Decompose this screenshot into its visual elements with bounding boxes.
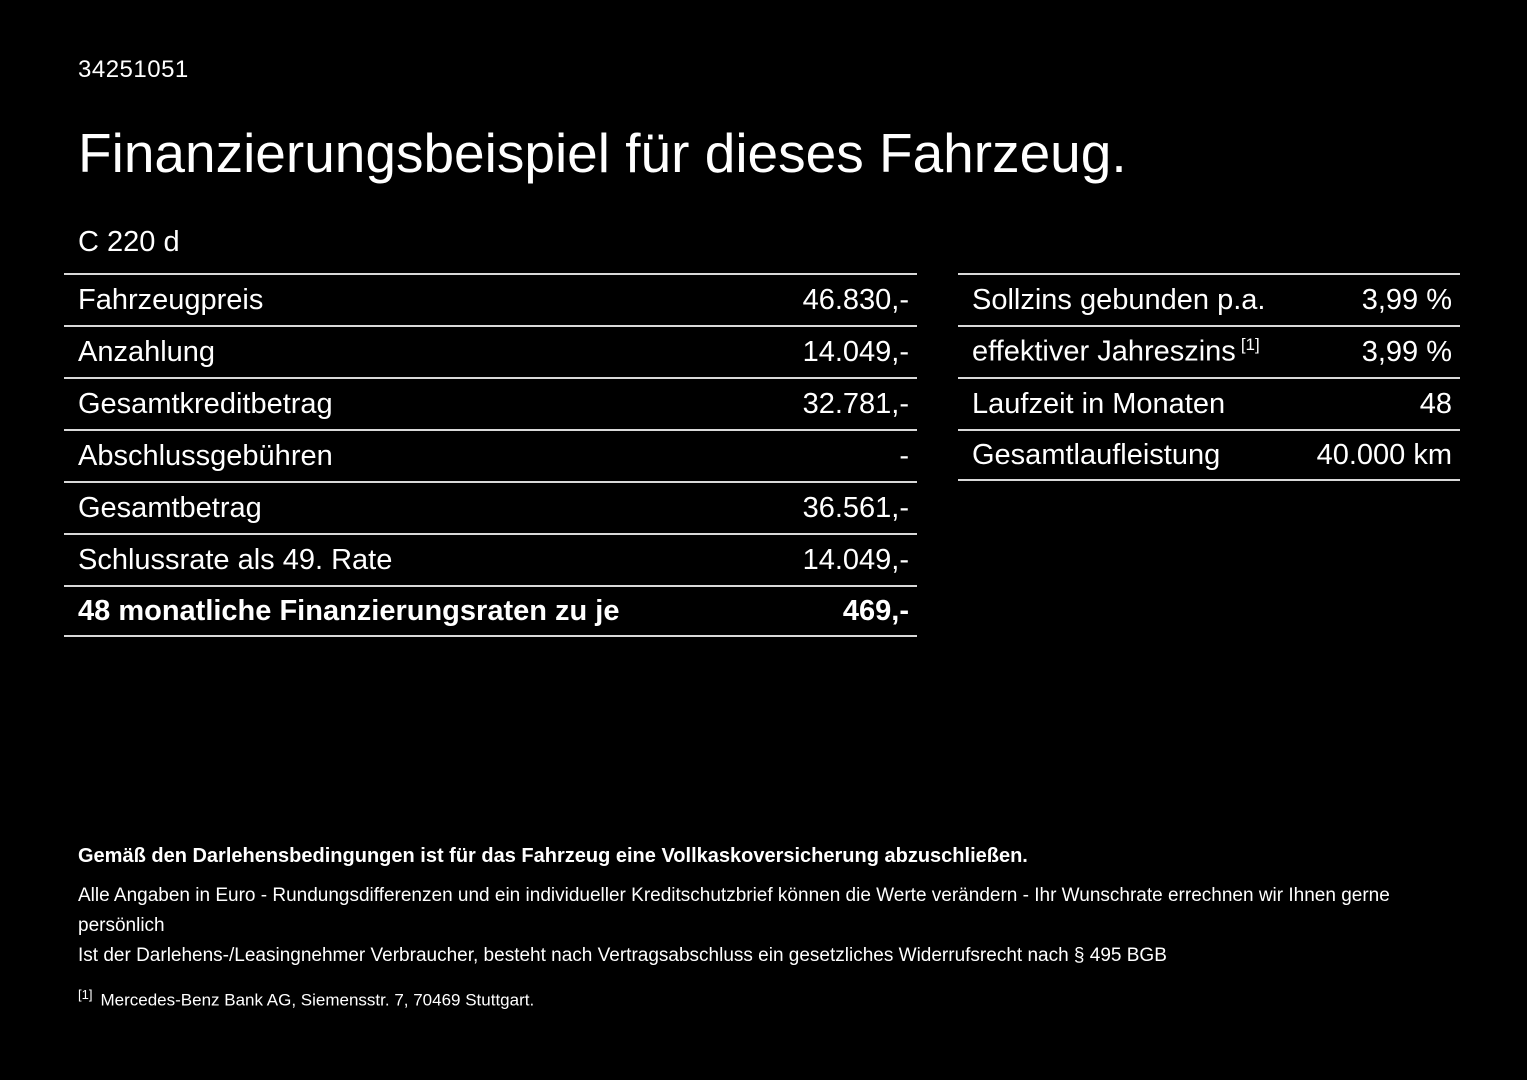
- row-value: 469,-: [842, 594, 909, 627]
- row-value: 40.000 km: [1316, 438, 1452, 471]
- legal-footer: Gemäß den Darlehensbedingungen ist für d…: [78, 845, 1458, 1011]
- table-row-monatliche-raten: 48 monatliche Finanzierungsraten zu je 4…: [64, 585, 917, 638]
- row-label: Fahrzeugpreis: [78, 283, 264, 316]
- row-label: Laufzeit in Monaten: [972, 387, 1226, 420]
- table-row-laufzeit: Laufzeit in Monaten 48: [958, 377, 1460, 429]
- table-row-gesamtlaufleistung: Gesamtlaufleistung 40.000 km: [958, 429, 1460, 482]
- footnote: [1] Mercedes-Benz Bank AG, Siemensstr. 7,…: [78, 987, 1458, 1011]
- table-row-schlussrate: Schlussrate als 49. Rate 14.049,-: [64, 533, 917, 585]
- withdrawal-right-line: Ist der Darlehens-/Leasingnehmer Verbrau…: [78, 945, 1167, 966]
- row-value: 48: [1419, 387, 1452, 420]
- row-label: Anzahlung: [78, 335, 216, 368]
- table-row-abschlussgebuehren: Abschlussgebühren -: [64, 429, 917, 481]
- row-label: Gesamtkreditbetrag: [78, 387, 333, 420]
- row-value: 36.561,-: [802, 491, 909, 524]
- row-value: 32.781,-: [802, 387, 909, 420]
- row-value: 14.049,-: [802, 335, 909, 368]
- reference-number: 34251051: [78, 56, 189, 83]
- vehicle-model: C 220 d: [78, 226, 180, 259]
- row-label: Gesamtbetrag: [78, 491, 262, 524]
- finance-tables: Fahrzeugpreis 46.830,- Anzahlung 14.049,…: [64, 273, 1527, 638]
- row-label: 48 monatliche Finanzierungsraten zu je: [78, 594, 620, 627]
- row-value: 14.049,-: [802, 543, 909, 576]
- footnote-reference: [1]: [1240, 335, 1260, 355]
- row-value: 46.830,-: [802, 283, 909, 316]
- finance-table-right: Sollzins gebunden p.a. 3,99 % effektiver…: [958, 273, 1460, 482]
- table-row-gesamtbetrag: Gesamtbetrag 36.561,-: [64, 481, 917, 533]
- row-value: -: [899, 439, 909, 472]
- table-row-effektiver-jahreszins: effektiver Jahreszins [1] 3,99 %: [958, 325, 1460, 377]
- footnote-text: Mercedes-Benz Bank AG, Siemensstr. 7, 70…: [100, 990, 535, 1010]
- insurance-requirement-note: Gemäß den Darlehensbedingungen ist für d…: [78, 845, 1028, 867]
- row-label: Gesamtlaufleistung: [972, 438, 1221, 471]
- row-label: Sollzins gebunden p.a.: [972, 283, 1266, 316]
- row-value: 3,99 %: [1361, 335, 1452, 368]
- table-row-anzahlung: Anzahlung 14.049,-: [64, 325, 917, 377]
- row-label: effektiver Jahreszins [1]: [972, 335, 1260, 368]
- table-row-gesamtkreditbetrag: Gesamtkreditbetrag 32.781,-: [64, 377, 917, 429]
- page-title: Finanzierungsbeispiel für dieses Fahrzeu…: [78, 122, 1127, 184]
- table-row-fahrzeugpreis: Fahrzeugpreis 46.830,-: [64, 273, 917, 325]
- row-label: Abschlussgebühren: [78, 439, 333, 472]
- footnote-marker: [1]: [78, 987, 93, 1002]
- table-row-sollzins: Sollzins gebunden p.a. 3,99 %: [958, 273, 1460, 325]
- row-value: 3,99 %: [1361, 283, 1452, 316]
- disclaimer-line: Alle Angaben in Euro - Rundungsdifferenz…: [78, 885, 1390, 936]
- row-label: Schlussrate als 49. Rate: [78, 543, 393, 576]
- finance-table-left: Fahrzeugpreis 46.830,- Anzahlung 14.049,…: [64, 273, 917, 638]
